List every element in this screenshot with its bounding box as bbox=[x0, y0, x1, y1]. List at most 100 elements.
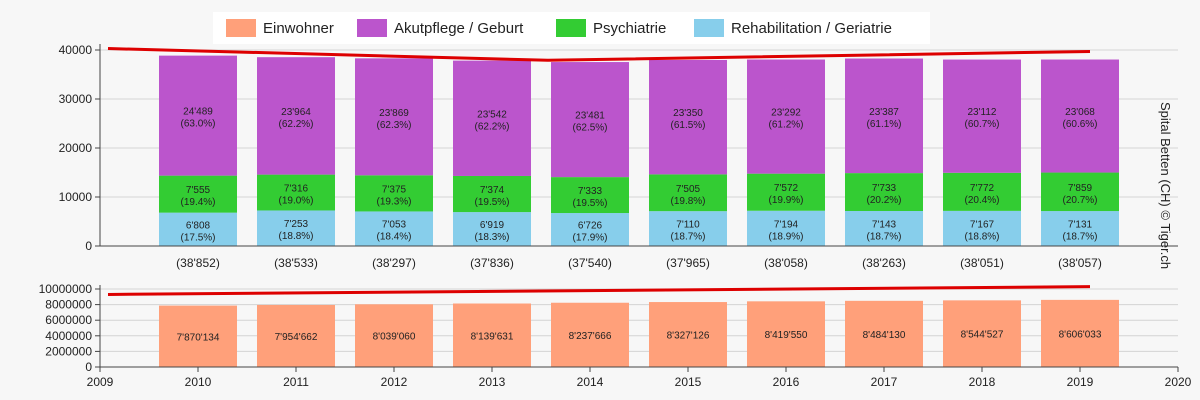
bottom-x-tick-label: 2017 bbox=[871, 375, 898, 389]
legend-swatch bbox=[357, 19, 387, 37]
top-bar-percent-label: (60.7%) bbox=[964, 119, 999, 130]
top-bar-percent-label: (61.2%) bbox=[768, 120, 803, 131]
top-bar-value-label: 7'167 bbox=[970, 219, 995, 230]
bottom-trend-line-path bbox=[107, 285, 1091, 296]
top-bar-percent-label: (63.0%) bbox=[180, 119, 215, 130]
bottom-x-tick-label: 2014 bbox=[577, 375, 604, 389]
y-axis-title: Spital Betten (CH) © Tiger.ch bbox=[1158, 102, 1173, 269]
top-bar-percent-label: (19.0%) bbox=[278, 196, 313, 207]
top-total-label: (38'058) bbox=[764, 256, 808, 270]
top-bar-segment bbox=[355, 175, 433, 212]
top-bar-segment bbox=[355, 58, 433, 176]
top-bar-segment bbox=[551, 62, 629, 178]
top-bar-value-label: 7'572 bbox=[774, 183, 799, 194]
top-bar-segment bbox=[943, 210, 1021, 246]
top-bar-segment bbox=[649, 59, 727, 175]
top-bar-percent-label: (17.5%) bbox=[180, 232, 215, 243]
top-bar-percent-label: (18.3%) bbox=[474, 232, 509, 243]
bottom-y-tick-label: 6000000 bbox=[45, 313, 92, 327]
bottom-bar bbox=[453, 303, 531, 367]
top-bar-segment bbox=[747, 173, 825, 211]
bottom-bar bbox=[1041, 299, 1119, 367]
top-bar-percent-label: (18.8%) bbox=[278, 231, 313, 242]
top-bar-value-label: 6'726 bbox=[578, 221, 603, 232]
top-bar-percent-label: (18.9%) bbox=[768, 231, 803, 242]
bottom-bar-value-label: 8'139'631 bbox=[471, 331, 514, 342]
top-bar-percent-label: (18.7%) bbox=[1062, 232, 1097, 243]
top-bar-segment bbox=[845, 173, 923, 211]
top-y-tick-label: 20000 bbox=[59, 141, 93, 155]
legend-label: Rehabilitation / Geriatrie bbox=[731, 20, 892, 37]
top-bar-value-label: 6'808 bbox=[186, 220, 211, 231]
top-y-tick-label: 30000 bbox=[59, 92, 93, 106]
population-bar-chart: 7'870'134 7'954'662 8'039'060 8'139'631 8'23… bbox=[39, 282, 1192, 389]
top-bar-percent-label: (20.7%) bbox=[1062, 195, 1097, 206]
bottom-bar-value-label: 8'419'550 bbox=[765, 330, 808, 341]
top-bar-percent-label: (61.1%) bbox=[866, 119, 901, 130]
top-bar-percent-label: (18.4%) bbox=[376, 232, 411, 243]
top-bar-percent-label: (19.9%) bbox=[768, 195, 803, 206]
top-bar-value-label: 6'919 bbox=[480, 220, 505, 231]
top-bar-value-label: 7'143 bbox=[872, 219, 897, 230]
bottom-bars: 7'870'134 7'954'662 8'039'060 8'139'631 8'23… bbox=[159, 299, 1119, 367]
top-bar-percent-label: (62.3%) bbox=[376, 120, 411, 131]
top-bar-percent-label: (60.6%) bbox=[1062, 119, 1097, 130]
top-bar-percent-label: (19.8%) bbox=[670, 196, 705, 207]
top-bar-value-label: 23'542 bbox=[477, 109, 507, 120]
top-bar-percent-label: (18.7%) bbox=[670, 232, 705, 243]
top-bar-segment bbox=[257, 210, 335, 246]
top-total-label: (37'965) bbox=[666, 256, 710, 270]
top-bar-percent-label: (20.2%) bbox=[866, 195, 901, 206]
bottom-x-tick-label: 2012 bbox=[381, 375, 408, 389]
bottom-bar-value-label: 8'039'060 bbox=[373, 332, 416, 343]
bottom-y-tick-label: 4000000 bbox=[45, 329, 92, 343]
top-bar-value-label: 23'481 bbox=[575, 111, 605, 122]
top-bar-value-label: 7'374 bbox=[480, 185, 505, 196]
top-bar-value-label: 7'375 bbox=[382, 184, 407, 195]
bottom-y-tick-label: 10000000 bbox=[39, 282, 93, 296]
top-bar-percent-label: (19.5%) bbox=[474, 197, 509, 208]
top-y-tick-label: 10000 bbox=[59, 190, 93, 204]
bottom-bar bbox=[649, 302, 727, 367]
top-bar-value-label: 23'350 bbox=[673, 108, 703, 119]
top-bar-percent-label: (62.2%) bbox=[278, 119, 313, 130]
top-bar-value-label: 23'964 bbox=[281, 107, 311, 118]
top-bar-segment bbox=[943, 59, 1021, 173]
legend-label: Akutpflege / Geburt bbox=[394, 20, 524, 37]
top-total-labels: (38'852) (38'533) (38'297) (37'836) (37'540)… bbox=[176, 256, 1102, 270]
top-bar-percent-label: (18.7%) bbox=[866, 231, 901, 242]
legend-label: Einwohner bbox=[263, 20, 334, 37]
top-y-axis: 0 10000 20000 30000 40000 bbox=[59, 43, 1178, 253]
top-total-label: (37'540) bbox=[568, 256, 612, 270]
top-bar-value-label: 7'110 bbox=[676, 220, 700, 231]
legend-label: Psychiatrie bbox=[593, 20, 666, 37]
bottom-bar-value-label: 8'327'126 bbox=[667, 331, 710, 342]
bottom-trend-line bbox=[107, 285, 1091, 296]
top-bar-value-label: 23'068 bbox=[1065, 107, 1095, 118]
bottom-y-tick-label: 0 bbox=[85, 360, 92, 374]
top-bar-value-label: 7'053 bbox=[382, 220, 407, 231]
top-bar-segment bbox=[453, 60, 531, 176]
bottom-bar-value-label: 7'870'134 bbox=[177, 332, 220, 343]
top-bars: 6'808(17.5%) 7'555(19.4%) 24'489(63.0%) 7'2… bbox=[159, 55, 1119, 246]
bottom-bar-value-label: 8'544'527 bbox=[961, 330, 1004, 341]
bottom-bar-value-label: 8'237'666 bbox=[569, 331, 612, 342]
top-bar-percent-label: (62.2%) bbox=[474, 121, 509, 132]
top-bar-segment bbox=[355, 211, 433, 246]
top-bar-value-label: 7'555 bbox=[186, 185, 211, 196]
top-bar-segment bbox=[747, 59, 825, 174]
top-bar-percent-label: (62.5%) bbox=[572, 123, 607, 134]
top-bar-segment bbox=[943, 172, 1021, 211]
legend-swatch bbox=[556, 19, 586, 37]
top-bar-segment bbox=[159, 55, 237, 176]
top-bar-segment bbox=[159, 212, 237, 246]
top-bar-segment bbox=[551, 177, 629, 214]
bottom-bar bbox=[943, 300, 1021, 367]
top-bar-percent-label: (61.5%) bbox=[670, 120, 705, 131]
top-total-label: (38'057) bbox=[1058, 256, 1102, 270]
top-bar-value-label: 23'292 bbox=[771, 108, 801, 119]
top-bar-segment bbox=[257, 174, 335, 211]
bottom-bar bbox=[747, 301, 825, 367]
